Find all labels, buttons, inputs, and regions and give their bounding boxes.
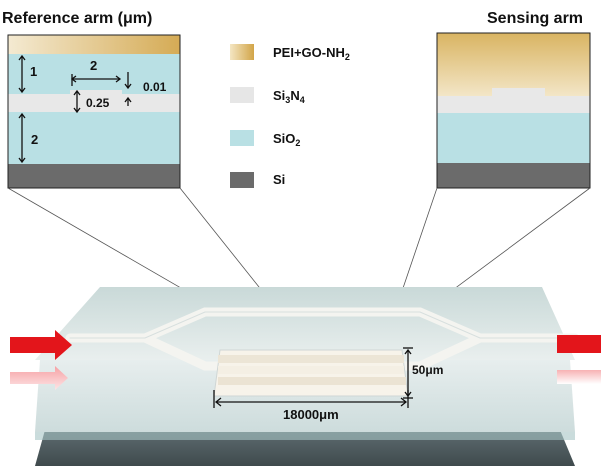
reference-cross-section [7,34,181,189]
legend-label-si: Si [273,172,286,187]
input-light-arrow [10,330,72,390]
ref-rib [70,90,122,95]
ref-si3n4-layer [8,94,180,112]
ref-bottom-oxide [8,112,180,164]
dim-rib-height: 0.01 [143,80,167,94]
device-length-label: 18000μm [283,407,339,422]
device-width-label: 50μm [412,363,444,377]
sens-frame [436,32,591,189]
reference-arm-title: Reference arm (μm) [2,10,153,27]
sens-si-substrate [437,163,590,188]
dim-top-cladding: 1 [30,64,38,79]
ref-pei-layer [8,35,180,54]
legend-swatch-pei [230,44,254,60]
sens-si3n4-layer [437,96,590,113]
ref-top-oxide [8,54,180,94]
legend-label-sio2: SiO2 [273,131,301,148]
output-light-arrow [557,335,601,384]
legend-swatch-si [230,172,254,188]
sens-pei-layer [437,33,590,96]
legend-label-si3n4: Si3N4 [273,88,305,105]
legend-swatch-si3n4 [230,87,254,103]
sens-oxide [437,113,590,163]
ref-frame [7,34,181,189]
chip-top-face [35,287,575,360]
ref-si-substrate [8,164,180,188]
sensing-window [213,349,409,397]
dim-core: 0.25 [86,96,110,110]
device-dimension-arrows [213,347,413,408]
legend-label-pei: PEI+GO-NH2 [273,45,350,62]
mzi-chip [35,287,580,466]
sensing-arm-title: Sensing arm [487,10,584,27]
dim-bottom-oxide: 2 [31,132,39,147]
legend-swatch-sio2 [230,130,254,146]
ref-dimension-arrows [18,54,132,164]
sensing-cross-section [436,32,591,189]
dim-rib-width: 2 [90,58,98,73]
sens-rib [492,88,545,97]
